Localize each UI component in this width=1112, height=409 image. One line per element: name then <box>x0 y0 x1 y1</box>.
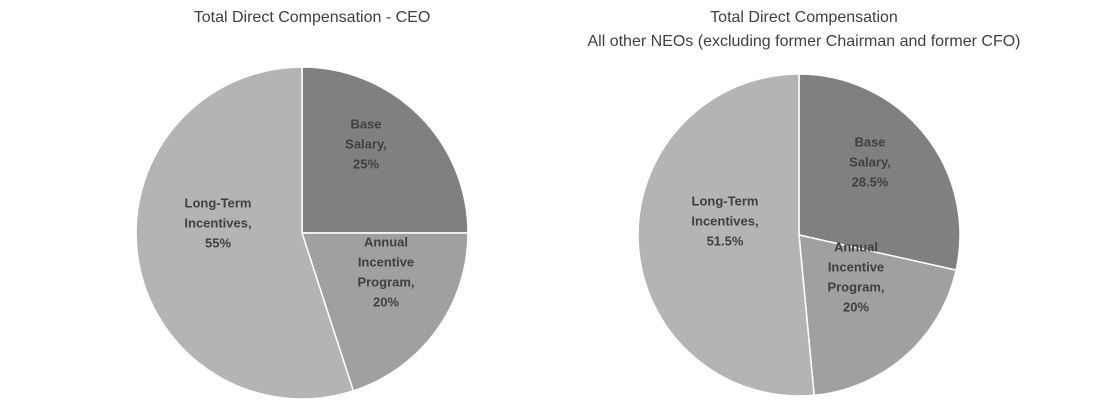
pie-slice-base-salary <box>301 66 469 234</box>
data-label-annual-incentive-program: Annual <box>364 234 408 249</box>
data-label-long-term-incentives: 51.5% <box>707 233 744 248</box>
chart-title-line: Total Direct Compensation <box>710 9 898 26</box>
data-label-base-salary: 25% <box>353 156 379 171</box>
data-label-annual-incentive-program: Program, <box>827 279 884 294</box>
pie-slice-long-term-incentives <box>135 66 355 400</box>
neo-compensation-pie-chart: Total Direct Compensation All other NEOs … <box>587 9 1021 397</box>
data-label-base-salary: Base <box>350 116 381 131</box>
data-label-annual-incentive-program: Program, <box>357 274 414 289</box>
data-label-base-salary: Base <box>854 134 885 149</box>
data-label-long-term-incentives: 55% <box>205 235 231 250</box>
data-label-base-salary: Salary, <box>345 136 387 151</box>
data-label-base-salary: 28.5% <box>852 174 889 189</box>
data-label-annual-incentive-program: Incentive <box>828 259 884 274</box>
data-label-annual-incentive-program: Annual <box>834 239 878 254</box>
pie-slice-annual-incentive-program <box>798 234 957 397</box>
data-label-base-salary: Salary, <box>849 154 891 169</box>
chart-title-line: Total Direct Compensation - CEO <box>194 9 431 26</box>
data-label-long-term-incentives: Long-Term <box>185 195 252 210</box>
data-label-long-term-incentives: Incentives, <box>691 213 758 228</box>
data-label-long-term-incentives: Long-Term <box>692 193 759 208</box>
data-label-annual-incentive-program: Incentive <box>358 254 414 269</box>
data-label-annual-incentive-program: 20% <box>373 294 399 309</box>
data-label-annual-incentive-program: 20% <box>843 299 869 314</box>
chart-title-line: All other NEOs (excluding former Chairma… <box>587 33 1020 50</box>
ceo-compensation-pie-chart: Total Direct Compensation - CEO Base Salar… <box>135 9 469 400</box>
pie-slice-base-salary <box>798 73 961 271</box>
pie-slice-long-term-incentives <box>637 73 815 397</box>
data-label-long-term-incentives: Incentives, <box>184 215 251 230</box>
pie-slice-annual-incentive-program <box>301 232 469 392</box>
